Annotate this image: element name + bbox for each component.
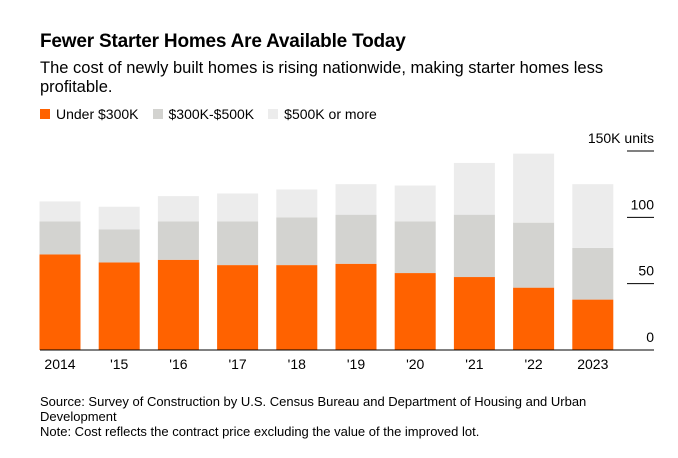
bar-500k-or-more-21	[453, 162, 495, 215]
chart-footer: Source: Survey of Construction by U.S. C…	[40, 394, 660, 439]
legend-swatch-500k-plus	[268, 109, 279, 119]
y-tick-label-100: 100	[631, 196, 655, 212]
bar-300k-500k-2014	[39, 221, 81, 255]
legend-swatch-under-300k	[40, 109, 50, 119]
bar-under-300k-20	[394, 273, 436, 350]
y-tick-label-0: 0	[646, 329, 654, 345]
y-tick-label-150: 150K units	[588, 130, 654, 146]
bar-300k-500k-2023	[572, 247, 614, 300]
legend-item-500k-plus: $500K or more	[268, 106, 377, 122]
bar-300k-500k-15	[98, 229, 140, 263]
bar-500k-or-more-2014	[39, 201, 81, 222]
bar-300k-500k-19	[335, 214, 377, 264]
bar-under-300k-2014	[39, 254, 81, 350]
note-text: Note: Cost reflects the contract price e…	[40, 424, 480, 439]
bar-under-300k-18	[276, 265, 318, 350]
bar-300k-500k-22	[513, 222, 555, 288]
bar-under-300k-19	[335, 263, 377, 350]
bar-500k-or-more-19	[335, 184, 377, 215]
bar-500k-or-more-15	[98, 206, 140, 230]
bar-500k-or-more-2023	[572, 184, 614, 248]
x-tick-label-16: '16	[169, 356, 187, 372]
bar-under-300k-22	[513, 287, 555, 350]
x-tick-label-20: '20	[406, 356, 424, 372]
x-tick-label-22: '22	[524, 356, 542, 372]
bar-500k-or-more-18	[276, 189, 318, 218]
bar-under-300k-16	[157, 259, 199, 350]
chart-subtitle: The cost of newly built homes is rising …	[40, 59, 604, 96]
legend-item-300k-500k: $300K-$500K	[152, 106, 255, 122]
x-tick-label-18: '18	[288, 356, 306, 372]
legend-label-500k-plus: $500K or more	[284, 106, 377, 122]
bar-under-300k-21	[453, 277, 495, 350]
bar-under-300k-2023	[572, 299, 614, 350]
x-tick-label-2014: 2014	[44, 356, 75, 372]
bar-300k-500k-21	[453, 214, 495, 278]
bar-under-300k-15	[98, 262, 140, 350]
bar-300k-500k-18	[276, 217, 318, 266]
legend-item-under-300k: Under $300K	[40, 106, 139, 122]
x-tick-label-19: '19	[347, 356, 365, 372]
bar-500k-or-more-22	[513, 153, 555, 223]
legend-label-under-300k: Under $300K	[56, 106, 139, 122]
bar-300k-500k-16	[157, 221, 199, 260]
source-text: Source: Survey of Construction by U.S. C…	[40, 394, 587, 424]
bar-500k-or-more-17	[217, 193, 259, 222]
x-tick-label-17: '17	[228, 356, 246, 372]
chart-legend: Under $300K $300K-$500K $500K or more	[40, 106, 391, 122]
legend-label-300k-500k: $300K-$500K	[168, 106, 255, 122]
x-tick-label-15: '15	[110, 356, 128, 372]
chart-title: Fewer Starter Homes Are Available Today	[40, 31, 406, 52]
x-tick-label-2023: 2023	[577, 356, 608, 372]
bar-500k-or-more-20	[394, 185, 436, 222]
y-tick-label-50: 50	[638, 263, 654, 279]
x-tick-label-21: '21	[465, 356, 483, 372]
legend-swatch-300k-500k	[152, 109, 163, 119]
bar-under-300k-17	[217, 265, 259, 350]
bar-500k-or-more-16	[157, 196, 199, 222]
bar-300k-500k-20	[394, 221, 436, 274]
bar-300k-500k-17	[217, 221, 259, 266]
